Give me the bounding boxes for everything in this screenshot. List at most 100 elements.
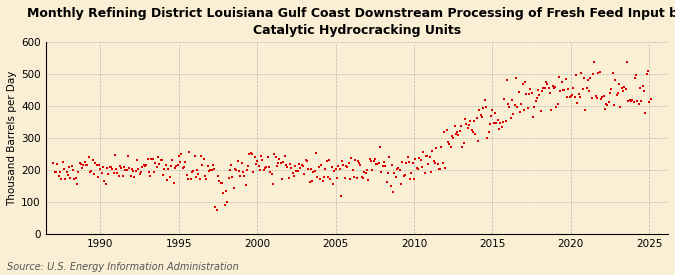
Point (458, 140, 469, 145)
Point (82, 163, 92, 167)
Point (549, 86, 560, 90)
Point (273, 161, 284, 165)
Point (529, 105, 539, 109)
Point (518, 108, 529, 112)
Point (266, 172, 277, 176)
Point (302, 159, 313, 164)
Point (640, 111, 651, 116)
Point (380, 164, 391, 168)
Point (288, 173, 299, 178)
Point (486, 114, 497, 118)
Point (616, 86, 627, 90)
Point (188, 169, 198, 173)
Point (634, 86, 645, 90)
Point (479, 98, 490, 103)
Point (595, 97, 606, 101)
Point (171, 164, 182, 168)
Point (633, 102, 644, 106)
Point (580, 108, 591, 112)
Point (512, 104, 522, 109)
Point (146, 157, 157, 162)
Point (321, 159, 332, 163)
Point (597, 95, 608, 100)
Point (510, 75, 521, 80)
Point (496, 125, 507, 129)
Point (482, 136, 493, 141)
Point (53, 174, 64, 178)
Point (63, 165, 74, 169)
Point (603, 100, 614, 104)
Point (516, 102, 526, 107)
Point (252, 159, 263, 163)
Point (65, 176, 76, 180)
Point (256, 153, 267, 158)
Point (200, 174, 211, 178)
Point (590, 94, 601, 99)
Point (331, 175, 342, 180)
Point (551, 104, 562, 109)
Point (584, 88, 595, 93)
Point (165, 164, 176, 168)
Point (390, 175, 401, 179)
Point (377, 164, 388, 168)
Point (77, 166, 88, 170)
Point (508, 111, 519, 116)
Point (49, 169, 60, 174)
Point (84, 170, 95, 174)
Point (428, 158, 439, 163)
Point (541, 80, 551, 84)
Point (205, 167, 215, 172)
Point (185, 177, 196, 182)
Point (140, 164, 151, 168)
Point (471, 116, 482, 120)
Point (143, 170, 154, 175)
Point (456, 123, 466, 128)
Point (155, 158, 166, 162)
Point (608, 70, 618, 75)
Point (192, 167, 202, 172)
Point (562, 95, 572, 100)
Point (452, 130, 462, 134)
Point (384, 155, 395, 160)
Point (528, 115, 539, 119)
Point (447, 134, 458, 138)
Point (74, 160, 85, 165)
Point (122, 154, 133, 158)
Point (190, 175, 201, 179)
Point (319, 175, 329, 180)
Point (568, 86, 579, 90)
Point (215, 181, 226, 186)
Point (253, 164, 264, 168)
Point (158, 173, 169, 178)
Point (500, 119, 511, 123)
Point (405, 177, 416, 182)
Point (437, 161, 448, 165)
Point (113, 174, 124, 178)
Point (639, 89, 649, 94)
Point (163, 166, 174, 171)
Point (78, 163, 89, 167)
Point (324, 158, 335, 162)
Point (330, 167, 341, 171)
Point (406, 171, 417, 175)
Point (628, 99, 639, 104)
Point (472, 138, 483, 143)
Point (60, 177, 71, 182)
Point (133, 167, 144, 171)
Point (359, 169, 370, 174)
Point (475, 113, 486, 117)
Point (446, 144, 456, 149)
Point (227, 175, 238, 179)
Point (509, 103, 520, 108)
Point (347, 168, 358, 172)
Point (317, 179, 328, 183)
Point (240, 183, 251, 187)
Point (335, 194, 346, 198)
Point (281, 163, 292, 168)
Point (449, 124, 460, 128)
Point (250, 162, 261, 167)
Point (231, 168, 242, 173)
Point (296, 163, 307, 167)
Point (239, 174, 250, 178)
Point (619, 84, 630, 89)
